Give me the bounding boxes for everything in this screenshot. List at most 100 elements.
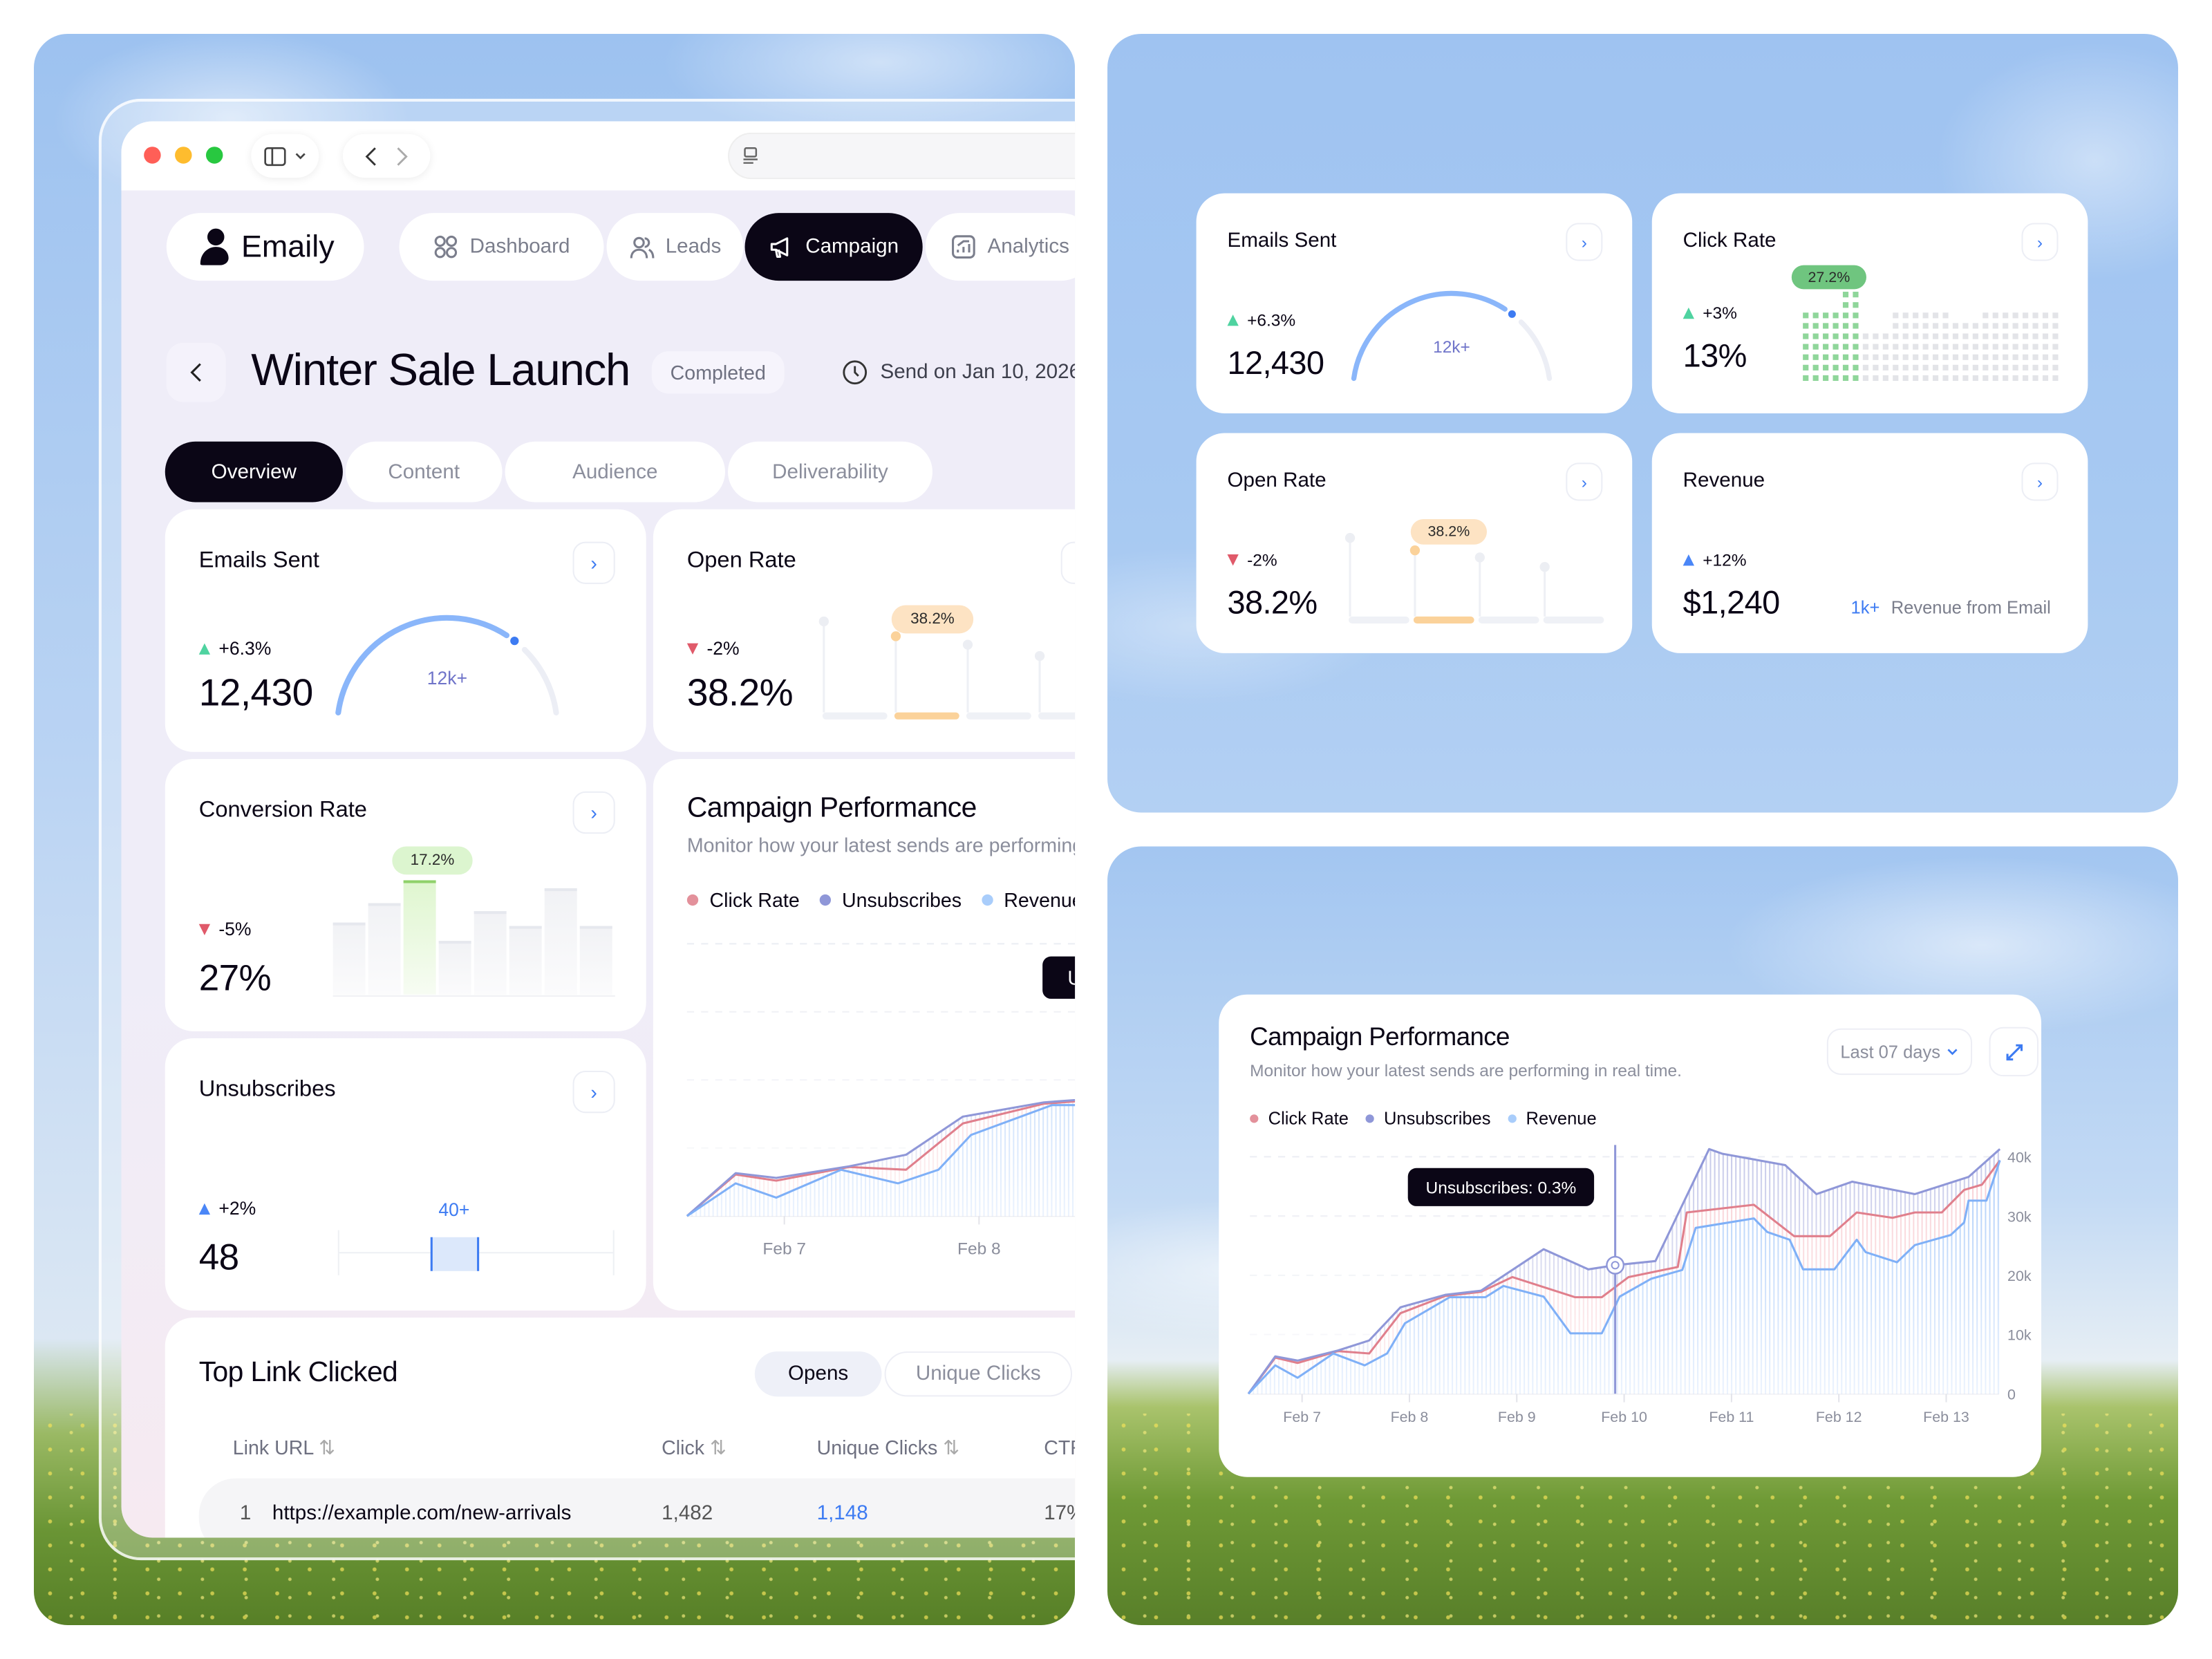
column-header-link-url[interactable]: Link URL ⇅	[233, 1436, 335, 1461]
nav-item-leads[interactable]: Leads	[606, 213, 744, 281]
matrix-dot	[1853, 375, 1859, 382]
legend-item-revenue[interactable]: Revenue	[1508, 1109, 1597, 1129]
chart-title: Campaign Performance	[686, 792, 977, 824]
matrix-dot	[1922, 364, 1929, 371]
chevron-right-icon: ›	[1581, 471, 1587, 492]
x-tick-label: Feb 8	[1391, 1409, 1429, 1425]
tab-overview[interactable]: Overview	[165, 441, 343, 503]
click-rate-details-button[interactable]: ›	[2021, 223, 2059, 261]
matrix-dot	[1862, 344, 1868, 350]
back-button[interactable]	[166, 342, 226, 402]
lollipop-bar	[1543, 616, 1604, 624]
matrix-dot	[2032, 312, 2038, 319]
matrix-dot	[1812, 312, 1819, 319]
series-line-click-rate	[1247, 1159, 2001, 1395]
click-rate-card: Click Rate › +3% 13% 27.2%	[1651, 193, 2088, 413]
toggle-unique-clicks[interactable]: Unique Clicks	[884, 1351, 1073, 1397]
matrix-dot	[1952, 344, 1959, 350]
forward-arrow-icon[interactable]	[396, 146, 408, 166]
trend-down-icon	[1227, 554, 1239, 566]
legend-item-revenue[interactable]: Revenue	[981, 888, 1075, 912]
matrix-dot	[1962, 375, 1969, 382]
toggle-opens[interactable]: Opens	[754, 1351, 882, 1397]
legend-item-click-rate[interactable]: Click Rate	[1250, 1109, 1349, 1129]
close-window-button[interactable]	[144, 147, 161, 164]
matrix-dot	[1893, 323, 1899, 329]
matrix-dot	[1962, 344, 1969, 350]
bar	[474, 911, 507, 995]
matrix-dot	[1853, 312, 1859, 319]
expand-button[interactable]	[1989, 1027, 2038, 1077]
legend-item-unsubscribes[interactable]: Unsubscribes	[819, 889, 962, 911]
bar-cap	[474, 911, 507, 915]
legend-item-unsubscribes[interactable]: Unsubscribes	[1365, 1109, 1491, 1129]
chart-tooltip: Unsubscribes: 0.3%	[1407, 1168, 1595, 1206]
open-rate-card: Open Rate › -2% 38.2% 38.2%	[1196, 433, 1633, 653]
series-line-revenue	[686, 1104, 1076, 1217]
matrix-dot	[2023, 354, 2029, 360]
matrix-dot	[1902, 312, 1909, 319]
lollipop-dot	[962, 639, 973, 650]
open-rate-details-button[interactable]: ›	[1566, 462, 1603, 501]
matrix-dot	[1842, 312, 1849, 319]
matrix-dot	[1833, 312, 1839, 319]
conversion-details-button[interactable]: ›	[572, 791, 615, 834]
range-marker-label: 40+	[438, 1199, 470, 1221]
change-value: +12%	[1703, 550, 1747, 570]
emails-sent-details-button[interactable]: ›	[1566, 223, 1603, 261]
minimize-window-button[interactable]	[175, 147, 192, 164]
change-indicator: -2%	[1227, 550, 1277, 570]
megaphone-icon	[770, 237, 789, 258]
bar	[579, 926, 612, 995]
legend-label: Revenue	[1004, 888, 1075, 912]
revenue-details-button[interactable]: ›	[2021, 462, 2059, 501]
matrix-dot	[1812, 354, 1819, 360]
column-header-ctr[interactable]: CTR	[1044, 1436, 1075, 1459]
conversion-rate-card: Conversion Rate › -5% 27% 17.2%	[165, 758, 646, 1031]
lollipop-dot	[1539, 562, 1550, 572]
matrix-dot	[1803, 333, 1809, 339]
column-header-click[interactable]: Click ⇅	[662, 1436, 727, 1461]
matrix-dot	[2012, 364, 2018, 371]
card-title: Revenue	[1683, 469, 1765, 493]
emails-sent-details-button[interactable]: ›	[572, 541, 615, 584]
tab-deliverability[interactable]: Deliverability	[728, 441, 932, 503]
unsubscribes-details-button[interactable]: ›	[572, 1070, 615, 1114]
back-arrow-icon[interactable]	[365, 146, 377, 166]
tab-audience[interactable]: Audience	[505, 441, 725, 503]
change-indicator: +12%	[1683, 550, 1747, 570]
card-title: Click Rate	[1683, 229, 1777, 253]
card-title: Unsubscribes	[198, 1078, 336, 1102]
legend-label: Click Rate	[709, 888, 800, 912]
sidebar-toggle-button[interactable]	[251, 133, 319, 178]
nav-item-campaign[interactable]: Campaign	[744, 213, 923, 281]
row-url[interactable]: https://example.com/new-arrivals	[272, 1502, 572, 1526]
matrix-dot	[1992, 312, 1998, 319]
campaign-performance-card: Campaign Performance Monitor how your la…	[653, 758, 1076, 1311]
tab-content[interactable]: Content	[345, 441, 503, 503]
emails-sent-card: Emails Sent › +6.3% 12,430 12k+	[165, 509, 646, 752]
brand-logo[interactable]: Emaily	[166, 213, 364, 281]
matrix-dot	[1992, 364, 1998, 371]
maximize-window-button[interactable]	[205, 147, 223, 164]
range-select[interactable]: Last 07 days	[1826, 1028, 1973, 1076]
address-bar[interactable]	[728, 132, 1076, 180]
matrix-dot	[1942, 375, 1949, 382]
matrix-dot	[1983, 333, 1989, 339]
table-row[interactable]: 1 https://example.com/new-arrivals 1,482…	[198, 1478, 1076, 1538]
matrix-dot	[1893, 354, 1899, 360]
lollipop-dot	[890, 631, 901, 641]
legend-item-click-rate[interactable]: Click Rate	[686, 888, 800, 912]
unsubscribes-card: Unsubscribes › +2% 48 40+	[165, 1038, 646, 1311]
trend-up-icon	[1227, 315, 1239, 326]
emaily-logo-icon	[200, 228, 229, 265]
emails-sent-card: Emails Sent › +6.3% 12,430 12k+	[1196, 193, 1633, 413]
matrix-dot	[1942, 354, 1949, 360]
matrix-dot	[2032, 323, 2038, 329]
nav-item-analytics[interactable]: Analytics	[925, 213, 1076, 281]
nav-item-dashboard[interactable]: Dashboard	[399, 213, 604, 281]
trend-up-icon	[1683, 307, 1695, 319]
range-select-value: Last 07 days	[1840, 1042, 1940, 1062]
column-header-unique-clicks[interactable]: Unique Clicks ⇅	[817, 1436, 960, 1461]
matrix-dot	[1902, 333, 1909, 339]
